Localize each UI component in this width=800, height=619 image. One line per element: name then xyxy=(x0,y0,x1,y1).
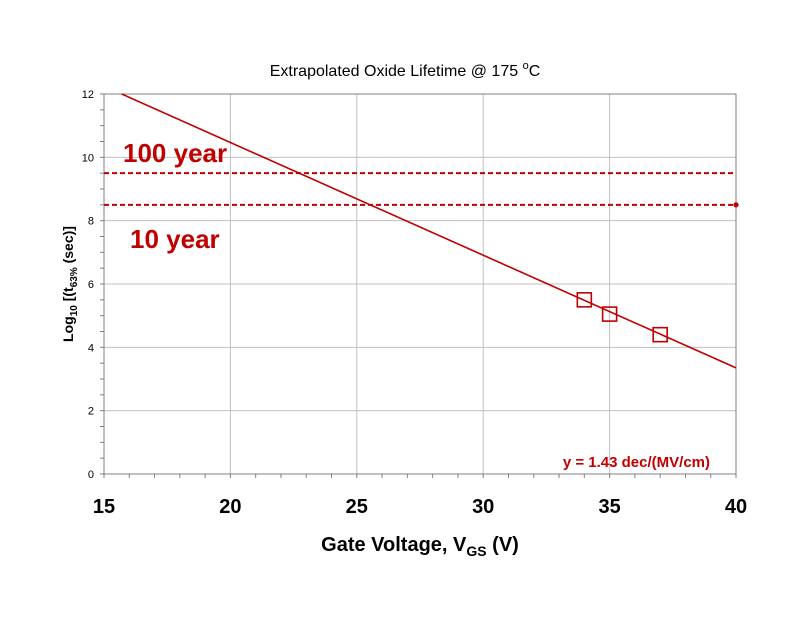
data-point xyxy=(652,326,668,343)
data-point xyxy=(576,292,593,308)
x-tick-label: 20 xyxy=(219,496,241,518)
x-tick-label: 30 xyxy=(472,496,494,518)
y-tick-label: 4 xyxy=(88,342,94,354)
data-point xyxy=(601,306,618,322)
fit-equation: y = 1.43 dec/(MV/cm) xyxy=(563,454,710,471)
y-tick-labels: 0 2 4 6 8 10 12 xyxy=(82,89,94,481)
y-tick-label: 10 xyxy=(82,152,94,164)
series xyxy=(121,93,737,369)
x-tick-label: 15 xyxy=(93,496,115,518)
x-axis-label: Gate Voltage, VGS (V) xyxy=(321,534,519,559)
y-tick-label: 12 xyxy=(82,89,94,101)
x-tick-labels: 15 20 25 30 35 40 xyxy=(93,496,747,518)
y-tick-label: 0 xyxy=(88,469,94,481)
x-tick-label: 25 xyxy=(346,496,368,518)
reference-line-end-dot xyxy=(733,202,739,208)
x-tick-label: 35 xyxy=(598,496,620,518)
plot-frame xyxy=(103,93,737,475)
y-tick-label: 2 xyxy=(88,406,94,418)
y-tick-label: 8 xyxy=(88,216,94,228)
y-tick-label: 6 xyxy=(88,279,94,291)
chart-title: Extrapolated Oxide Lifetime @ 175 oC xyxy=(270,60,541,80)
fit-line xyxy=(121,93,737,369)
reference-lines xyxy=(104,172,739,208)
reference-label-10-year: 10 year xyxy=(130,224,220,254)
x-tick-label: 40 xyxy=(725,496,747,518)
y-axis-label: Log10 [(t63% (sec)] xyxy=(60,226,80,342)
minor-ticks xyxy=(100,93,737,478)
reference-label-100-year: 100 year xyxy=(123,138,227,168)
